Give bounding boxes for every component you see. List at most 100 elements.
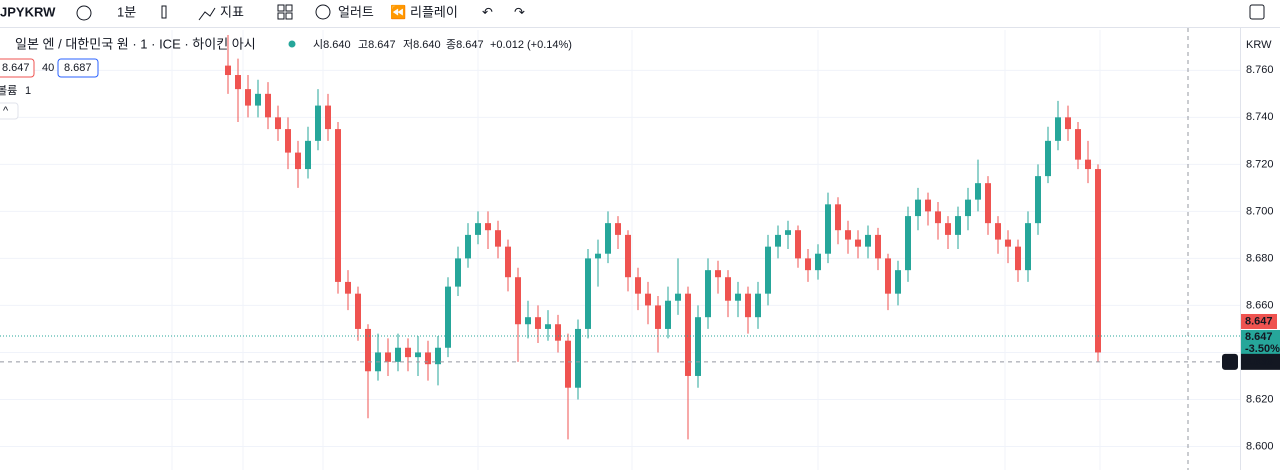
candle-body — [335, 129, 341, 282]
candle-body — [485, 223, 491, 231]
symbol[interactable]: JPYKRW — [0, 4, 56, 19]
candle-body — [955, 216, 961, 235]
plot — [0, 35, 1240, 447]
candle-body — [825, 204, 831, 254]
layout-icon[interactable] — [285, 12, 293, 20]
candle-body — [585, 258, 591, 329]
candle-body — [615, 223, 621, 235]
collapse-icon[interactable]: ^ — [3, 105, 9, 117]
candle-body — [895, 270, 901, 294]
candle-body — [1015, 246, 1021, 271]
y-tick-label: 8.660 — [1246, 299, 1274, 311]
interval[interactable]: 1분 — [117, 4, 136, 19]
replay[interactable]: 리플레이 — [410, 4, 458, 19]
candle-body — [535, 317, 541, 329]
toolbar — [0, 0, 1280, 27]
candle-body — [495, 230, 501, 247]
undo[interactable]: ↶ — [482, 4, 493, 19]
candle-body — [565, 340, 571, 388]
add-symbol[interactable] — [76, 5, 92, 21]
candle-body — [385, 352, 391, 362]
candle-body — [415, 352, 421, 358]
candle-body — [785, 230, 791, 235]
candle-body — [265, 93, 271, 118]
candle-body — [855, 239, 861, 247]
collapse-button[interactable] — [0, 102, 19, 120]
candle-body — [345, 281, 351, 294]
candle-body — [285, 129, 291, 153]
alert[interactable]: 얼러트 — [338, 4, 374, 19]
y-tick-label: 8.620 — [1246, 393, 1274, 405]
candle-body — [765, 246, 771, 294]
candle-body — [445, 286, 451, 348]
candle-body — [725, 277, 731, 301]
candle-body — [875, 234, 881, 259]
candle-body — [455, 258, 461, 287]
crosshair-plus[interactable] — [1222, 353, 1238, 370]
legend-low: 저8.640 — [403, 38, 441, 51]
candle-body — [225, 65, 231, 76]
candle-body — [255, 93, 261, 106]
candle-body — [435, 347, 441, 365]
candle-body — [705, 270, 711, 318]
layout-icon[interactable] — [277, 12, 285, 20]
candle-body — [245, 89, 251, 106]
replay-icon[interactable]: ⏪ — [390, 4, 406, 19]
sell-button[interactable] — [0, 58, 35, 78]
candle-body — [1045, 140, 1051, 177]
candle-body — [945, 223, 951, 235]
candle-body — [735, 293, 741, 301]
candle-body — [755, 293, 761, 318]
candle-body — [505, 246, 511, 278]
sell-price[interactable]: 8.647 — [2, 62, 30, 74]
y-tick-label: 8.680 — [1246, 252, 1274, 264]
buy-price[interactable]: 8.687 — [64, 62, 92, 74]
candle-body — [685, 293, 691, 376]
candle-body — [935, 211, 941, 224]
candle-body — [795, 230, 801, 259]
candle-body — [805, 258, 811, 271]
marker-price-box — [1241, 313, 1277, 329]
indicator-icon[interactable] — [198, 7, 216, 21]
candle-body — [1005, 239, 1011, 247]
candle-body — [675, 293, 681, 301]
indicators[interactable]: 지표 — [220, 4, 244, 19]
candle-body — [845, 230, 851, 240]
candle-body — [915, 199, 921, 217]
redo[interactable]: ↷ — [514, 4, 526, 19]
candle-body — [975, 183, 981, 200]
axis-unit[interactable]: KRW — [1246, 39, 1272, 51]
candle-body — [355, 293, 361, 329]
candle-body — [545, 324, 551, 329]
candle-body — [625, 234, 631, 278]
y-tick-label: 8.760 — [1246, 64, 1274, 76]
candle-body — [605, 223, 611, 254]
fullscreen[interactable] — [1249, 4, 1265, 20]
chart-type-icon[interactable] — [161, 5, 167, 19]
candle-body — [925, 199, 931, 212]
y-tick-label: 8.600 — [1246, 440, 1274, 452]
candle-body — [555, 324, 561, 341]
candle-body — [1025, 223, 1031, 271]
volume-value: 1 — [25, 85, 31, 97]
spread: 40 — [42, 62, 54, 74]
legend-high: 고8.647 — [358, 39, 396, 51]
candle-body — [515, 277, 521, 325]
candle-body — [465, 234, 471, 259]
candle-body — [885, 258, 891, 294]
y-tick-label: 8.720 — [1246, 158, 1274, 170]
buy-button[interactable] — [57, 58, 99, 78]
crosshair-plus-icon[interactable]: ⊕ — [1225, 356, 1234, 368]
layout-icon[interactable] — [277, 4, 285, 12]
candle-body — [325, 105, 331, 130]
alert-icon[interactable] — [315, 4, 331, 20]
status-dot — [288, 40, 296, 48]
layout-icon[interactable] — [285, 4, 293, 12]
candle-body — [965, 199, 971, 217]
candle-body — [985, 183, 991, 224]
candle-body — [425, 352, 431, 365]
candle-body — [1075, 129, 1081, 160]
legend-open: 시8.640 — [313, 39, 351, 51]
